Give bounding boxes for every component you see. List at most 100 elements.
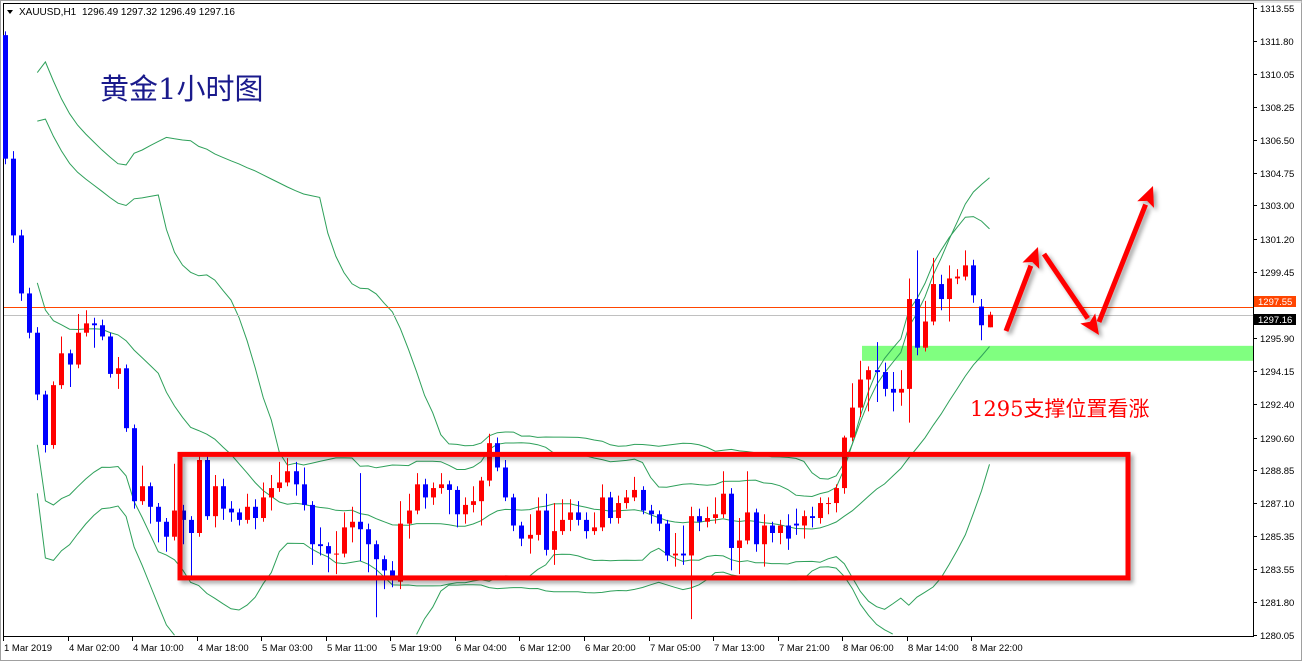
candle-body — [899, 388, 904, 393]
bull-candle — [552, 503, 557, 565]
candle-body — [705, 518, 710, 522]
forecast-arrows[interactable] — [1003, 186, 1154, 335]
candle-body — [269, 488, 274, 498]
arrowhead-icon — [1080, 313, 1099, 335]
price-tick-label: 1299.45 — [1260, 268, 1294, 279]
bear-candle — [302, 467, 307, 511]
candle-body — [318, 544, 323, 547]
bull-candle — [76, 314, 81, 369]
bull-candle — [334, 531, 339, 575]
candle-body — [778, 525, 783, 533]
bear-candle — [237, 508, 242, 526]
arrowhead-icon — [1137, 186, 1154, 208]
range-box[interactable] — [177, 451, 1131, 581]
candle-body — [35, 332, 40, 395]
time-tick-label: 7 Mar 05:00 — [650, 643, 701, 654]
candle-body — [27, 293, 32, 333]
bull-candle — [140, 465, 145, 505]
triangle-down-icon[interactable] — [7, 10, 13, 14]
bear-candle — [124, 364, 129, 432]
bear-candle — [511, 493, 516, 532]
bear-candle — [455, 486, 460, 528]
bear-candle — [27, 287, 32, 339]
candle-body — [770, 525, 775, 533]
candle-body — [3, 35, 8, 159]
candle-body — [68, 353, 73, 365]
candle-body — [358, 521, 363, 530]
bull-candle — [705, 506, 710, 528]
candle-body — [737, 540, 742, 548]
bear-candle — [423, 478, 428, 509]
candle-body — [560, 519, 565, 532]
candle-body — [528, 534, 533, 539]
bid-price-label: 1297.16 — [1258, 315, 1292, 326]
bear-candle — [939, 274, 944, 311]
candle-body — [43, 394, 48, 446]
price-tick-label: 1295.90 — [1260, 334, 1294, 345]
candle-body — [955, 276, 960, 279]
bear-candle — [681, 525, 686, 565]
candle-body — [641, 489, 646, 511]
bull-candle — [632, 476, 637, 502]
bb-upper-line — [37, 118, 990, 498]
candle-body — [398, 523, 403, 582]
candle-body — [810, 516, 815, 519]
ask-price-label-bg — [1254, 296, 1296, 307]
time-tick-label: 8 Mar 22:00 — [972, 643, 1023, 654]
candle-body — [76, 332, 81, 365]
candle-body — [294, 471, 299, 485]
bear-candle — [189, 516, 194, 578]
bull-candle — [269, 474, 274, 511]
bull-candle — [866, 366, 871, 412]
candle-body — [205, 460, 210, 517]
bear-candle — [35, 327, 40, 401]
bull-candle — [600, 484, 605, 532]
candle-body — [584, 519, 589, 532]
candle-body — [802, 516, 807, 526]
bull-candle — [745, 471, 750, 545]
candle-body — [140, 486, 145, 502]
candle-body — [213, 486, 218, 517]
candle-body — [245, 506, 250, 520]
bear-candle — [883, 362, 888, 397]
candle-body — [197, 460, 202, 533]
candle-body — [979, 306, 984, 326]
support-zone[interactable] — [862, 345, 1253, 361]
bear-candle — [503, 460, 508, 502]
candle-body — [907, 299, 912, 389]
candle-body — [463, 504, 468, 515]
bull-candle — [689, 506, 694, 620]
candle-body — [431, 488, 436, 498]
bull-candle — [560, 499, 565, 535]
candle-body — [439, 484, 444, 489]
bull-candle — [431, 482, 436, 505]
bear-candle — [108, 332, 113, 378]
candle-body — [568, 512, 573, 520]
bear-candle — [979, 299, 984, 341]
candle-body — [729, 493, 734, 548]
candle-body — [939, 284, 944, 300]
bb-outer-lower-line — [36, 493, 175, 636]
bear-candle — [181, 504, 186, 545]
bear-candle — [382, 555, 387, 590]
price-tick-label: 1303.00 — [1260, 201, 1294, 212]
candle-body — [124, 368, 129, 429]
time-tick-label: 6 Mar 20:00 — [585, 643, 636, 654]
arrow-up-1-shaft — [1003, 264, 1034, 332]
time-tick-label: 7 Mar 21:00 — [779, 643, 830, 654]
bull-candle — [245, 493, 250, 524]
candle-body — [649, 510, 654, 515]
bull-candle — [277, 461, 282, 492]
candle-body — [189, 519, 194, 533]
bear-candle — [657, 510, 662, 532]
candle-body — [229, 508, 234, 513]
candle-body — [261, 497, 266, 519]
candle-body — [519, 525, 524, 539]
candle-body — [988, 314, 993, 328]
candle-body — [915, 299, 920, 348]
candle-body — [689, 516, 694, 556]
candle-body — [51, 385, 56, 446]
price-tick-label: 1292.40 — [1260, 400, 1294, 411]
